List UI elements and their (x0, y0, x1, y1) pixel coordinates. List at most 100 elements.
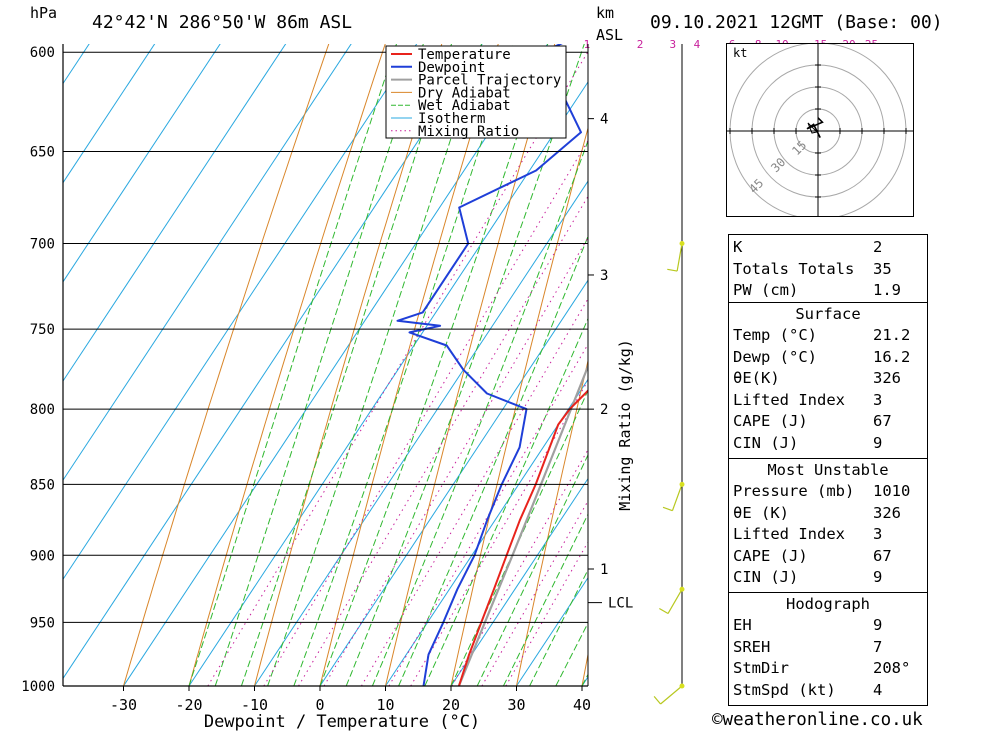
index-row: CAPE (J) 67 (729, 411, 927, 433)
dry-adiabat (516, 358, 588, 686)
index-value: 208° (873, 659, 911, 677)
temp-tick-label: 40 (573, 696, 591, 714)
km-tick-label: 4 (600, 112, 608, 128)
index-value: 35 (873, 259, 892, 278)
index-row: Dewp (°C) 16.2 (729, 347, 927, 369)
index-value: 3 (873, 525, 883, 543)
index-label: PW (cm) (733, 281, 799, 299)
index-row: CIN (J) 9 (729, 567, 927, 589)
surface-title: Surface (795, 305, 861, 323)
index-label: StmSpd (kt) (733, 680, 836, 699)
wind-barb (659, 586, 685, 615)
wind-barb (662, 481, 685, 512)
index-value: 9 (873, 433, 883, 452)
index-row: StmSpd (kt) 4 (729, 680, 927, 702)
index-value: 67 (873, 546, 892, 565)
isotherm-line (63, 44, 483, 680)
temp-tick-label: 0 (315, 696, 324, 714)
temp-tick-label: -10 (241, 696, 268, 714)
index-label: CIN (J) (733, 568, 799, 586)
index-row: Lifted Index 3 (729, 390, 927, 412)
wind-barb-staff (660, 685, 683, 705)
hodo-title: Hodograph (786, 595, 870, 613)
index-label: Lifted Index (733, 525, 845, 543)
basic-indices: K 2 Totals Totals 35 PW (cm) 1.9 (728, 234, 928, 304)
legend-entry: Dry Adiabat (418, 85, 511, 101)
index-row: StmDir 208° (729, 658, 927, 680)
legend-entry: Mixing Ratio (418, 124, 519, 140)
temp-tick-label: -20 (175, 696, 202, 714)
hodograph-ring-label: 30 (768, 155, 788, 175)
pressure-tick-label: 700 (30, 236, 55, 252)
km-tick-label: 3 (600, 268, 608, 284)
mixing-ratio-line (323, 236, 588, 686)
legend-entry: Wet Adiabat (418, 98, 511, 114)
mixing-ratio-tick: 1 (584, 38, 591, 51)
wind-barb-feather (667, 268, 678, 272)
index-value: 67 (873, 412, 892, 430)
wind-barb-staff (676, 243, 683, 272)
pressure-tick-label: 900 (30, 548, 55, 564)
mixing-ratio-line (298, 195, 588, 686)
mixing-ratio-line (263, 139, 588, 686)
wind-barb (653, 683, 685, 705)
index-label: Dewp (°C) (733, 347, 817, 366)
dry-adiabat (975, 0, 1000, 686)
index-label: SREH (733, 637, 771, 656)
parcel-line (457, 363, 588, 686)
index-value: 9 (873, 616, 883, 634)
mixing-ratio-axis-title: Mixing Ratio (g/kg) (616, 339, 634, 511)
index-row: Pressure (mb) 1010 (729, 481, 927, 503)
wet-adiabat (319, 44, 549, 686)
temp-tick-label: 10 (376, 696, 394, 714)
temp-tick-label: -30 (110, 696, 137, 714)
index-value: 1.9 (873, 281, 901, 299)
hodograph-unit: kt (733, 46, 747, 60)
asl-unit: ASL (596, 26, 624, 44)
hodograph-trace (806, 117, 824, 138)
km-unit: km (596, 4, 615, 22)
index-label: StmDir (733, 659, 789, 677)
wind-level-dot (679, 586, 685, 592)
mixing-ratio-tick: 3 (670, 38, 677, 51)
pressure-tick-label: 650 (30, 145, 55, 161)
index-value: 326 (873, 503, 901, 522)
pressure-tick-label: 600 (30, 45, 55, 61)
index-label: EH (733, 616, 752, 634)
mixing-ratio-tick: 4 (694, 38, 701, 51)
index-label: Temp (°C) (733, 326, 817, 344)
wet-adiabat (502, 513, 588, 686)
index-value: 9 (873, 568, 883, 586)
temperature-line (457, 389, 588, 686)
wind-barb (667, 240, 685, 272)
index-row: Lifted Index 3 (729, 524, 927, 546)
mixing-ratio-line (207, 51, 588, 686)
index-value: 1010 (873, 482, 911, 500)
isotherm-line (63, 44, 156, 184)
isotherm-line (123, 44, 549, 686)
index-value: 326 (873, 369, 901, 387)
wind-barb-feather (662, 506, 673, 512)
isotherm-line (254, 180, 588, 686)
wet-adiabat (476, 453, 588, 686)
location-title: 42°42'N 286°50'W 86m ASL (92, 12, 353, 33)
hodograph-indices: Hodograph EH 9 SREH 7 StmDir 208° StmSpd (kt) 4 (728, 592, 928, 706)
index-row: Temp (°C) 21.2 (729, 325, 927, 347)
wind-barb-staff (667, 588, 683, 614)
legend-entry: Temperature (418, 47, 511, 63)
index-label: CAPE (J) (733, 412, 808, 430)
pressure-tick-label: 750 (30, 322, 55, 338)
mixing-ratio-line (388, 343, 588, 686)
index-value: 3 (873, 390, 883, 409)
wind-barb-feather (653, 695, 662, 705)
datetime-title: 09.10.2021 12GMT (Base: 00) (650, 12, 943, 33)
index-label: Lifted Index (733, 390, 845, 409)
isotherm-line (63, 44, 352, 482)
index-row: CAPE (J) 67 (729, 546, 927, 568)
km-tick-label: 1 (600, 562, 608, 578)
surface-indices: Surface Temp (°C) 21.2 Dewp (°C) 16.2 θE(K) 3… (728, 302, 928, 460)
